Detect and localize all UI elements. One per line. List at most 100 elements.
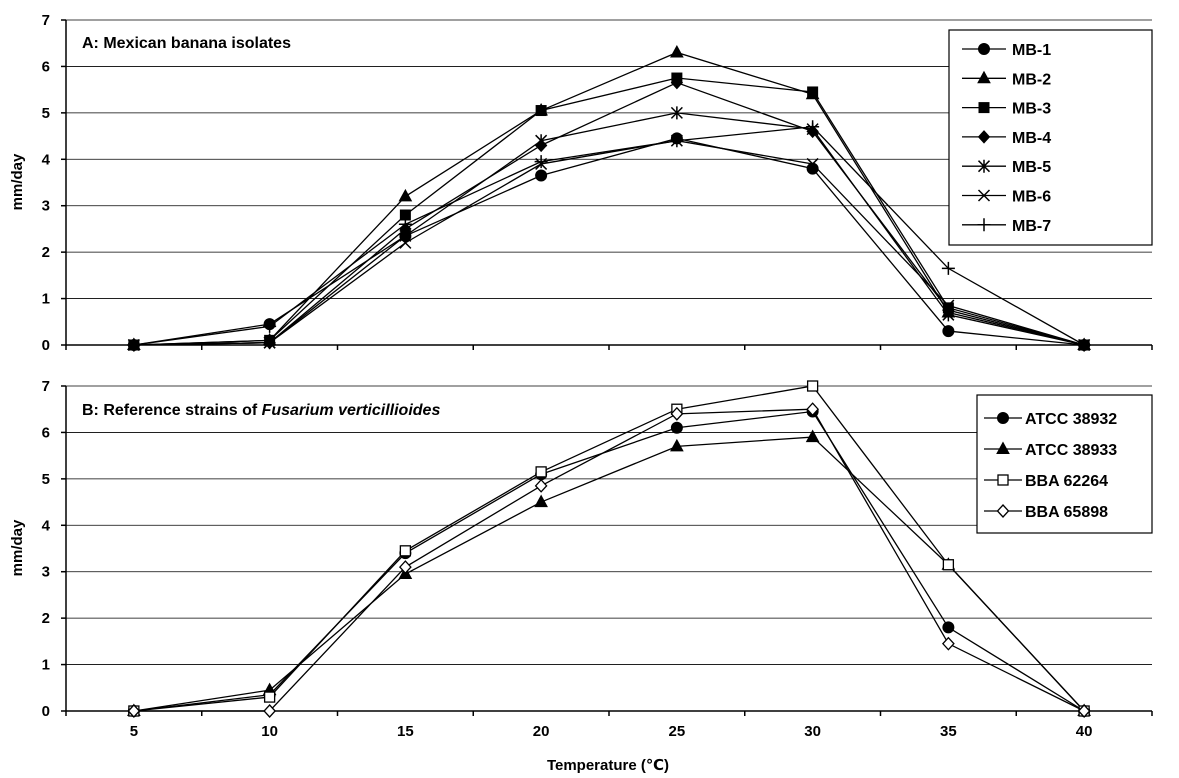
data-point bbox=[806, 402, 820, 417]
series-bba-65898 bbox=[127, 402, 1091, 718]
data-point bbox=[534, 494, 548, 508]
y-tick-label: 4 bbox=[42, 517, 51, 534]
data-point bbox=[399, 545, 412, 557]
y-tick-label: 0 bbox=[42, 337, 50, 354]
data-point bbox=[807, 86, 819, 98]
data-point bbox=[534, 478, 548, 493]
y-tick-label: 4 bbox=[42, 151, 51, 168]
legend-label: MB-6 bbox=[1012, 189, 1051, 206]
data-point bbox=[941, 636, 955, 651]
x-tick-label: 5 bbox=[130, 723, 138, 740]
y-tick-label: 5 bbox=[42, 471, 50, 488]
legend-marker bbox=[996, 441, 1010, 454]
panel-title-text: Reference strains of bbox=[103, 402, 261, 419]
legend-entry: MB-5 bbox=[962, 159, 1051, 176]
legend: ATCC 38932 ATCC 38933 BBA 62264 BBA 65898 bbox=[976, 394, 1153, 534]
legend-label: MB-5 bbox=[1012, 159, 1051, 176]
data-point bbox=[398, 217, 412, 231]
series-line bbox=[133, 408, 1085, 712]
panel-title: B: Reference strains of Fusarium vertici… bbox=[82, 402, 440, 419]
legend-label: MB-1 bbox=[1012, 42, 1051, 59]
legend-marker bbox=[996, 504, 1010, 518]
x-tick-label: 40 bbox=[1076, 723, 1093, 740]
legend-entry: BBA 65898 bbox=[984, 504, 1108, 521]
panel-title: A: Mexican banana isolates bbox=[82, 35, 291, 52]
y-tick-label: 7 bbox=[42, 12, 50, 29]
data-point bbox=[941, 261, 955, 275]
y-tick-label: 0 bbox=[42, 703, 50, 720]
series-line bbox=[133, 126, 1085, 346]
panel-title-text: Mexican banana isolates bbox=[103, 35, 291, 52]
data-point bbox=[670, 44, 684, 58]
x-tick-label: 10 bbox=[261, 723, 278, 740]
data-point bbox=[398, 560, 412, 575]
x-tick-label: 20 bbox=[533, 723, 550, 740]
series-atcc-38933 bbox=[127, 429, 1091, 716]
data-point bbox=[127, 338, 141, 352]
legend-label: ATCC 38933 bbox=[1025, 442, 1117, 459]
data-point bbox=[670, 75, 684, 90]
data-point bbox=[942, 308, 955, 322]
data-point bbox=[942, 621, 955, 634]
legend-entry: MB-3 bbox=[962, 101, 1051, 118]
legend-marker bbox=[978, 43, 990, 55]
data-point bbox=[263, 336, 276, 349]
data-point bbox=[806, 157, 819, 170]
legend: MB-1 MB-2 MB-3 MB-4 MB-5 MB-6 MB-7 bbox=[948, 29, 1153, 246]
legend-marker bbox=[978, 102, 990, 114]
series-line bbox=[133, 410, 1085, 712]
series-bba-62264 bbox=[128, 380, 1090, 717]
y-tick-label: 6 bbox=[42, 58, 50, 75]
data-point bbox=[942, 325, 955, 338]
data-point bbox=[1077, 338, 1091, 352]
data-point bbox=[534, 155, 548, 169]
x-tick-label: 30 bbox=[804, 723, 821, 740]
series-mb-7 bbox=[127, 120, 1091, 352]
series-line bbox=[133, 385, 1085, 712]
data-point bbox=[535, 169, 548, 182]
y-tick-label: 3 bbox=[42, 198, 50, 215]
series-line bbox=[133, 51, 1085, 346]
x-tick-label: 25 bbox=[669, 723, 686, 740]
series-line bbox=[133, 436, 1085, 712]
legend-label: MB-4 bbox=[1012, 130, 1051, 147]
panel-b-reference-strains: 0 1 2 3 4 5 6 7 5 10 15 20 25 30 35 40 mm/day B: Referenc… bbox=[9, 378, 1153, 740]
legend-entry: MB-6 bbox=[962, 189, 1051, 206]
y-tick-label: 3 bbox=[42, 564, 50, 581]
data-point bbox=[806, 120, 820, 134]
data-point bbox=[263, 319, 277, 333]
data-point bbox=[942, 299, 955, 312]
legend-entry: BBA 62264 bbox=[984, 473, 1108, 490]
legend-label: ATCC 38932 bbox=[1025, 411, 1117, 428]
data-point bbox=[398, 188, 413, 202]
data-point bbox=[670, 438, 684, 452]
legend-marker bbox=[977, 159, 991, 173]
data-point bbox=[670, 406, 684, 421]
data-point bbox=[399, 236, 412, 249]
y-tick-label: 1 bbox=[42, 291, 50, 308]
legend-entry: MB-2 bbox=[962, 70, 1051, 88]
y-tick-label: 6 bbox=[42, 424, 50, 441]
y-tick-label: 5 bbox=[42, 105, 50, 122]
series-line bbox=[133, 137, 1085, 346]
legend-entry: ATCC 38933 bbox=[984, 441, 1117, 459]
data-point bbox=[127, 704, 141, 718]
series-line bbox=[133, 112, 1085, 346]
data-point bbox=[670, 134, 684, 148]
series-line bbox=[133, 77, 1085, 346]
data-point bbox=[942, 559, 955, 571]
y-tick-label: 7 bbox=[42, 378, 50, 395]
x-tick-label: 35 bbox=[940, 723, 957, 740]
series-line bbox=[133, 81, 1085, 346]
data-point bbox=[263, 691, 276, 703]
data-point bbox=[670, 421, 683, 434]
legend-entry: ATCC 38932 bbox=[984, 411, 1117, 428]
legend-marker bbox=[977, 70, 991, 84]
legend-entry: MB-1 bbox=[962, 42, 1051, 59]
y-tick-label: 2 bbox=[42, 244, 50, 261]
data-point bbox=[535, 134, 548, 148]
legend-marker bbox=[997, 412, 1009, 424]
panel-a-mexican-banana-isolates: 0 1 2 3 4 5 6 7 mm/day A: Mexican banana isolates… bbox=[9, 12, 1153, 354]
data-point bbox=[535, 466, 547, 478]
panel-title-prefix: A: bbox=[82, 35, 103, 52]
